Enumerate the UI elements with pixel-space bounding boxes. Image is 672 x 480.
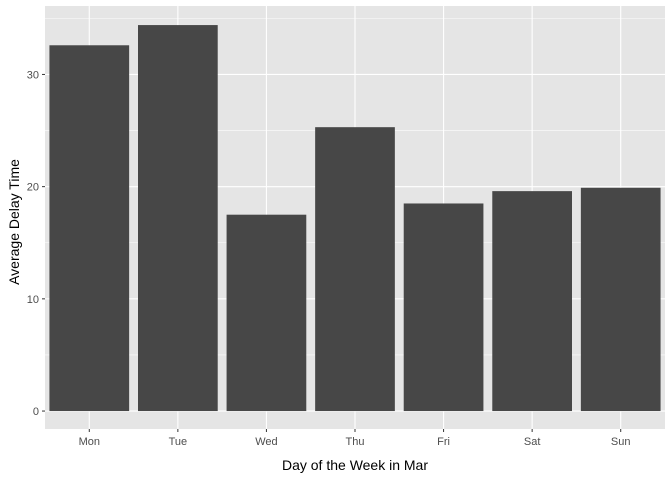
- bar-sat: [492, 191, 572, 412]
- x-tick-label-mon: Mon: [79, 436, 100, 448]
- x-tick-label-wed: Wed: [255, 436, 277, 448]
- x-axis-title: Day of the Week in Mar: [282, 457, 428, 473]
- bar-fri: [403, 203, 484, 412]
- x-tick-label-thu: Thu: [346, 436, 365, 448]
- y-tick-label: 0: [33, 406, 39, 418]
- y-tick-label: 30: [27, 69, 39, 81]
- x-tick-label-fri: Fri: [437, 436, 450, 448]
- bar-sun: [580, 187, 661, 412]
- bar-tue: [138, 25, 218, 412]
- y-axis: 0 10 20 30: [27, 69, 45, 418]
- x-axis: Mon Tue Wed Thu Fri Sat Sun: [79, 429, 631, 448]
- x-tick-label-sun: Sun: [611, 436, 631, 448]
- bar-wed: [226, 214, 307, 412]
- bar-mon: [49, 45, 130, 412]
- y-tick-label: 10: [27, 294, 39, 306]
- x-tick-label-sat: Sat: [524, 436, 541, 448]
- bars: [49, 25, 661, 412]
- x-tick-label-tue: Tue: [169, 436, 188, 448]
- y-tick-label: 20: [27, 182, 39, 194]
- y-axis-title: Average Delay Time: [6, 159, 22, 285]
- bar-thu: [315, 127, 395, 412]
